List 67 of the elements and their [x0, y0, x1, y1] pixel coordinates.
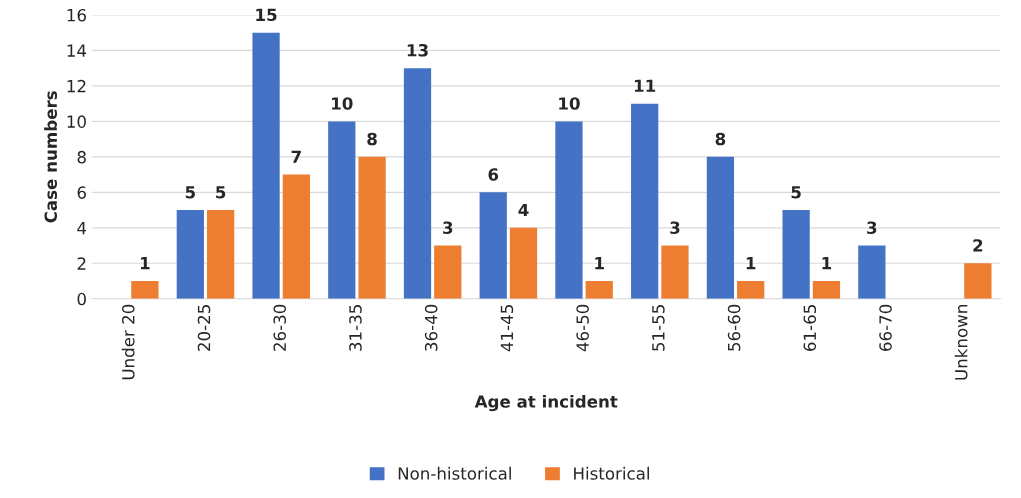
bar [252, 32, 280, 299]
x-tick-label: 41-45 [500, 305, 514, 352]
bar [509, 227, 538, 299]
bar [964, 263, 992, 299]
bar [858, 245, 886, 299]
bar [403, 68, 432, 299]
bar [631, 103, 659, 299]
data-label: 6 [488, 168, 499, 181]
y-tick-label: 6 [77, 186, 86, 199]
bar [706, 156, 735, 299]
y-tick-label: 0 [77, 292, 86, 306]
bar [737, 281, 765, 299]
data-label: 15 [256, 8, 277, 22]
y-tick-label: 16 [67, 8, 86, 22]
bar [812, 281, 841, 299]
data-label: 1 [140, 257, 150, 270]
x-tick-label: 61-65 [803, 305, 817, 351]
data-label: 1 [595, 257, 604, 270]
bar [206, 210, 235, 299]
bar [358, 156, 386, 299]
x-tick-label: Under 20 [121, 304, 135, 380]
data-label: 3 [443, 221, 453, 235]
data-label: 8 [367, 132, 377, 146]
x-tick-label: 46-50 [576, 304, 589, 352]
y-tick-label: 2 [77, 257, 86, 270]
data-label: 5 [185, 186, 195, 199]
bar [176, 210, 204, 299]
x-tick-label: 26-30 [273, 304, 287, 351]
bar [661, 245, 689, 299]
bar [782, 210, 810, 299]
x-tick-label: 31-35 [349, 305, 362, 351]
y-tick-label: 14 [67, 44, 87, 57]
bar [585, 281, 613, 299]
data-label: 5 [216, 186, 226, 199]
y-tick-label: 8 [77, 150, 86, 164]
bar [131, 281, 159, 299]
data-label: 8 [715, 132, 726, 146]
y-tick-label: 4 [77, 222, 87, 235]
data-label: 3 [670, 221, 680, 235]
data-label: 2 [973, 239, 983, 252]
data-label: 7 [291, 150, 301, 163]
x-tick-label: 51-55 [652, 305, 665, 351]
data-label: 11 [634, 79, 656, 92]
data-label: 13 [407, 43, 428, 57]
data-label: 3 [867, 221, 877, 235]
y-tick-label: 10 [67, 115, 86, 128]
x-tick-label: 56-60 [727, 304, 741, 351]
x-tick-label: 36-40 [424, 304, 438, 351]
data-label: 10 [332, 97, 353, 110]
x-tick-label: Unknown [954, 305, 968, 380]
data-label: 10 [559, 97, 580, 110]
bar [479, 192, 507, 299]
x-axis-title: Age at incident [474, 394, 618, 412]
y-axis-title: Case numbers [44, 91, 58, 223]
data-label: 4 [518, 203, 529, 217]
bar [328, 121, 356, 299]
bar [555, 121, 583, 299]
data-label: 1 [822, 257, 832, 270]
y-tick-label: 12 [67, 79, 86, 93]
bar [434, 245, 462, 299]
data-label: 5 [791, 186, 801, 199]
x-tick-label: 20-25 [197, 305, 211, 351]
legend-label: Non-historical [398, 466, 511, 480]
bar [282, 174, 310, 299]
x-tick-label: 66-70 [879, 304, 892, 351]
data-label: 1 [746, 257, 756, 270]
legend-label: Historical [574, 466, 649, 480]
